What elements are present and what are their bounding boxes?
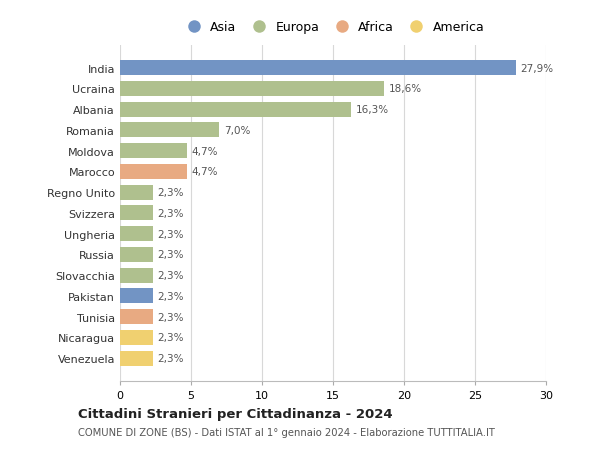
Bar — [120, 123, 220, 138]
Text: 2,3%: 2,3% — [157, 312, 184, 322]
Text: 27,9%: 27,9% — [520, 64, 554, 73]
Text: 2,3%: 2,3% — [157, 270, 184, 280]
Text: 2,3%: 2,3% — [157, 188, 184, 198]
Text: 2,3%: 2,3% — [157, 250, 184, 260]
Text: Cittadini Stranieri per Cittadinanza - 2024: Cittadini Stranieri per Cittadinanza - 2… — [78, 407, 392, 420]
Bar — [120, 185, 152, 200]
Text: COMUNE DI ZONE (BS) - Dati ISTAT al 1° gennaio 2024 - Elaborazione TUTTITALIA.IT: COMUNE DI ZONE (BS) - Dati ISTAT al 1° g… — [78, 427, 495, 437]
Text: 7,0%: 7,0% — [224, 126, 250, 136]
Text: 2,3%: 2,3% — [157, 353, 184, 363]
Text: 2,3%: 2,3% — [157, 229, 184, 239]
Bar — [120, 144, 187, 159]
Bar — [120, 247, 152, 262]
Bar — [120, 206, 152, 221]
Bar — [120, 82, 384, 97]
Bar — [120, 227, 152, 241]
Text: 16,3%: 16,3% — [356, 105, 389, 115]
Text: 4,7%: 4,7% — [191, 167, 218, 177]
Text: 4,7%: 4,7% — [191, 146, 218, 157]
Bar — [120, 289, 152, 304]
Legend: Asia, Europa, Africa, America: Asia, Europa, Africa, America — [179, 19, 487, 37]
Bar — [120, 61, 516, 76]
Text: 18,6%: 18,6% — [388, 84, 422, 94]
Bar — [120, 268, 152, 283]
Text: 2,3%: 2,3% — [157, 208, 184, 218]
Text: 2,3%: 2,3% — [157, 291, 184, 301]
Bar — [120, 102, 352, 118]
Bar — [120, 165, 187, 179]
Text: 2,3%: 2,3% — [157, 333, 184, 342]
Bar — [120, 351, 152, 366]
Bar — [120, 309, 152, 325]
Bar — [120, 330, 152, 345]
